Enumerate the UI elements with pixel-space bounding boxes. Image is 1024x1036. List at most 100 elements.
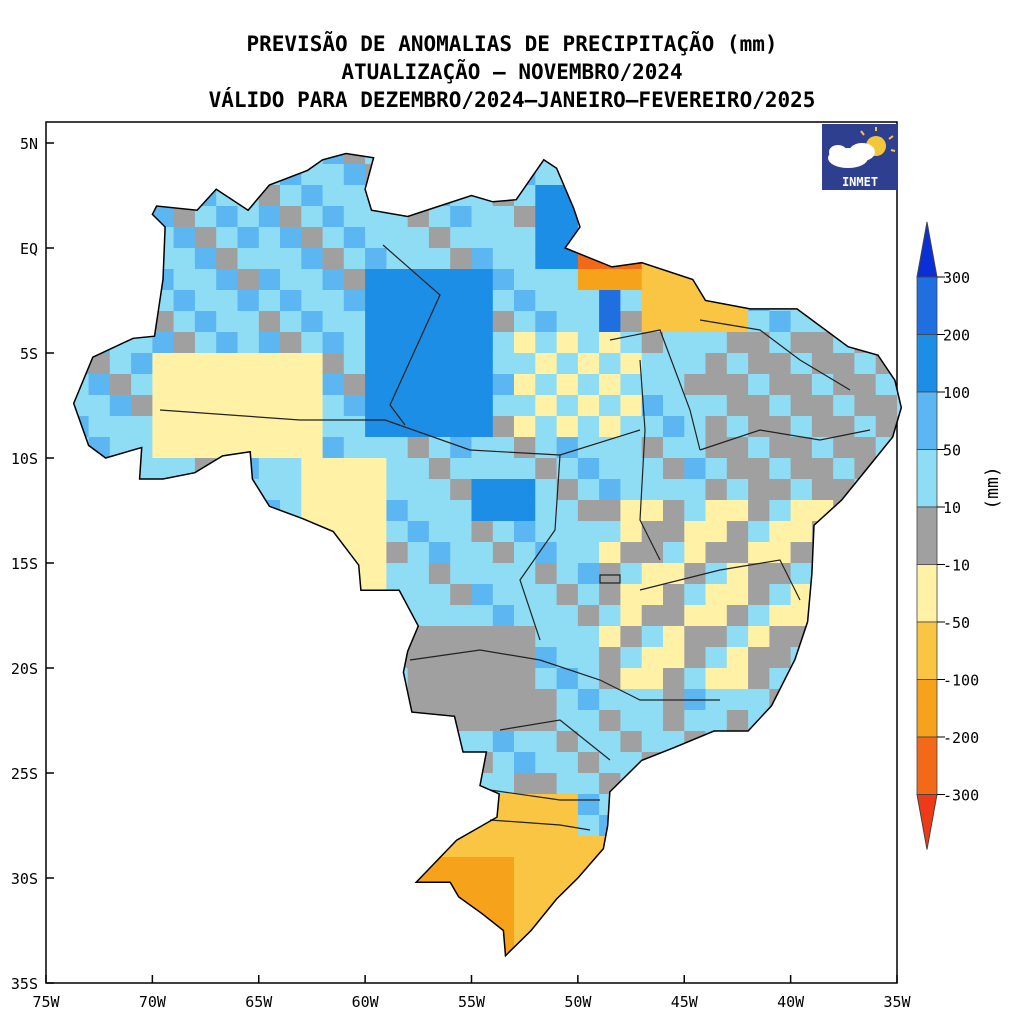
anomaly-cell bbox=[705, 563, 728, 585]
colorbar-legend: 300 200 100 50 10 -10 -50 -100 -200 -300 (mm) bbox=[916, 221, 1003, 850]
anomaly-cell bbox=[428, 458, 451, 480]
anomaly-cell bbox=[535, 878, 558, 900]
anomaly-cell bbox=[322, 353, 345, 375]
anomaly-cell bbox=[535, 185, 558, 207]
anomaly-cell bbox=[577, 374, 600, 396]
anomaly-cell bbox=[556, 836, 579, 858]
anomaly-cell bbox=[620, 353, 643, 375]
anomaly-cell bbox=[663, 437, 685, 459]
lon-tick-label: 75W bbox=[32, 993, 60, 1011]
anomaly-cell bbox=[790, 563, 813, 585]
anomaly-cell bbox=[769, 605, 792, 627]
anomaly-cell bbox=[450, 668, 473, 690]
anomaly-cell bbox=[365, 332, 387, 354]
anomaly-cell bbox=[684, 710, 707, 732]
anomaly-cell bbox=[599, 584, 621, 606]
anomaly-cell bbox=[514, 479, 536, 501]
anomaly-cell bbox=[897, 269, 902, 291]
border-df bbox=[599, 574, 621, 584]
anomaly-cell bbox=[684, 626, 707, 648]
state-borders bbox=[159, 244, 871, 831]
anomaly-cell bbox=[875, 416, 898, 438]
anomaly-cell bbox=[514, 416, 536, 438]
anomaly-cell bbox=[577, 626, 600, 648]
anomaly-cell bbox=[514, 269, 536, 291]
anomaly-cell bbox=[492, 374, 515, 396]
anomaly-cell bbox=[769, 500, 792, 522]
anomaly-cell bbox=[535, 773, 558, 795]
anomaly-cell bbox=[471, 710, 494, 732]
anomaly-cell bbox=[471, 731, 494, 753]
anomaly-cell bbox=[407, 227, 430, 249]
anomaly-cell bbox=[194, 374, 217, 396]
anomaly-cell bbox=[322, 500, 345, 522]
lat-tick-label: 5N bbox=[20, 135, 38, 153]
anomaly-cell bbox=[726, 374, 749, 396]
anomaly-cell bbox=[641, 269, 664, 291]
anomaly-cell bbox=[769, 563, 792, 585]
anomaly-cell bbox=[641, 332, 664, 354]
anomaly-cell bbox=[109, 395, 132, 417]
anomaly-cell bbox=[343, 227, 366, 249]
anomaly-cell bbox=[663, 584, 685, 606]
anomaly-cell bbox=[428, 626, 451, 648]
anomaly-cell bbox=[365, 437, 387, 459]
anomaly-cell bbox=[811, 353, 834, 375]
anomaly-cell bbox=[663, 458, 685, 480]
anomaly-cell bbox=[620, 500, 643, 522]
anomaly-cell bbox=[726, 332, 749, 354]
anomaly-cell bbox=[556, 332, 579, 354]
anomaly-cell bbox=[301, 353, 324, 375]
anomaly-cell bbox=[280, 479, 302, 501]
anomaly-cell bbox=[620, 269, 643, 291]
anomaly-cell bbox=[535, 626, 558, 648]
anomaly-cell bbox=[748, 458, 770, 480]
anomaly-cell bbox=[641, 374, 664, 396]
anomaly-cell bbox=[726, 542, 749, 564]
anomaly-cell bbox=[535, 395, 558, 417]
anomaly-cell bbox=[258, 290, 281, 312]
anomaly-cell bbox=[726, 626, 749, 648]
anomaly-cell bbox=[748, 311, 770, 333]
lon-tick-label: 40W bbox=[777, 993, 805, 1011]
anomaly-cell bbox=[748, 605, 770, 627]
lat-tick-label: 5S bbox=[20, 345, 38, 363]
anomaly-cell bbox=[897, 815, 902, 837]
map-title-line-2: ATUALIZAÇÃO – NOVEMBRO/2024 bbox=[341, 60, 683, 84]
anomaly-cell bbox=[684, 479, 707, 501]
anomaly-cell bbox=[428, 374, 451, 396]
colorbar-segment bbox=[916, 564, 938, 623]
anomaly-cell bbox=[705, 395, 728, 417]
anomaly-cell bbox=[577, 458, 600, 480]
anomaly-cell bbox=[663, 668, 685, 690]
anomaly-cell bbox=[471, 437, 494, 459]
lat-tick-label: 15S bbox=[11, 555, 38, 573]
colorbar-segment bbox=[916, 334, 938, 393]
anomaly-cell bbox=[173, 290, 196, 312]
anomaly-cell bbox=[301, 500, 324, 522]
anomaly-cell bbox=[897, 584, 902, 606]
anomaly-cell bbox=[599, 374, 621, 396]
anomaly-cell bbox=[641, 290, 664, 312]
anomaly-cell bbox=[684, 563, 707, 585]
anomaly-cell bbox=[365, 227, 387, 249]
anomaly-cell bbox=[514, 773, 536, 795]
anomaly-cell bbox=[556, 731, 579, 753]
anomaly-cell bbox=[428, 521, 451, 543]
anomaly-cell bbox=[897, 374, 902, 396]
anomaly-cell bbox=[492, 437, 515, 459]
colorbar-label: -100 bbox=[943, 672, 979, 690]
anomaly-cell bbox=[620, 710, 643, 732]
anomaly-cell bbox=[684, 416, 707, 438]
anomaly-cell bbox=[897, 899, 902, 921]
anomaly-cell bbox=[535, 815, 558, 837]
anomaly-cell bbox=[641, 542, 664, 564]
anomaly-cell bbox=[428, 206, 451, 228]
anomaly-cell bbox=[535, 269, 558, 291]
anomaly-cell bbox=[386, 269, 409, 291]
anomaly-cell bbox=[556, 206, 579, 228]
anomaly-cell bbox=[897, 164, 902, 186]
anomaly-cell bbox=[492, 458, 515, 480]
anomaly-cell bbox=[73, 395, 90, 417]
anomaly-cell bbox=[599, 500, 621, 522]
